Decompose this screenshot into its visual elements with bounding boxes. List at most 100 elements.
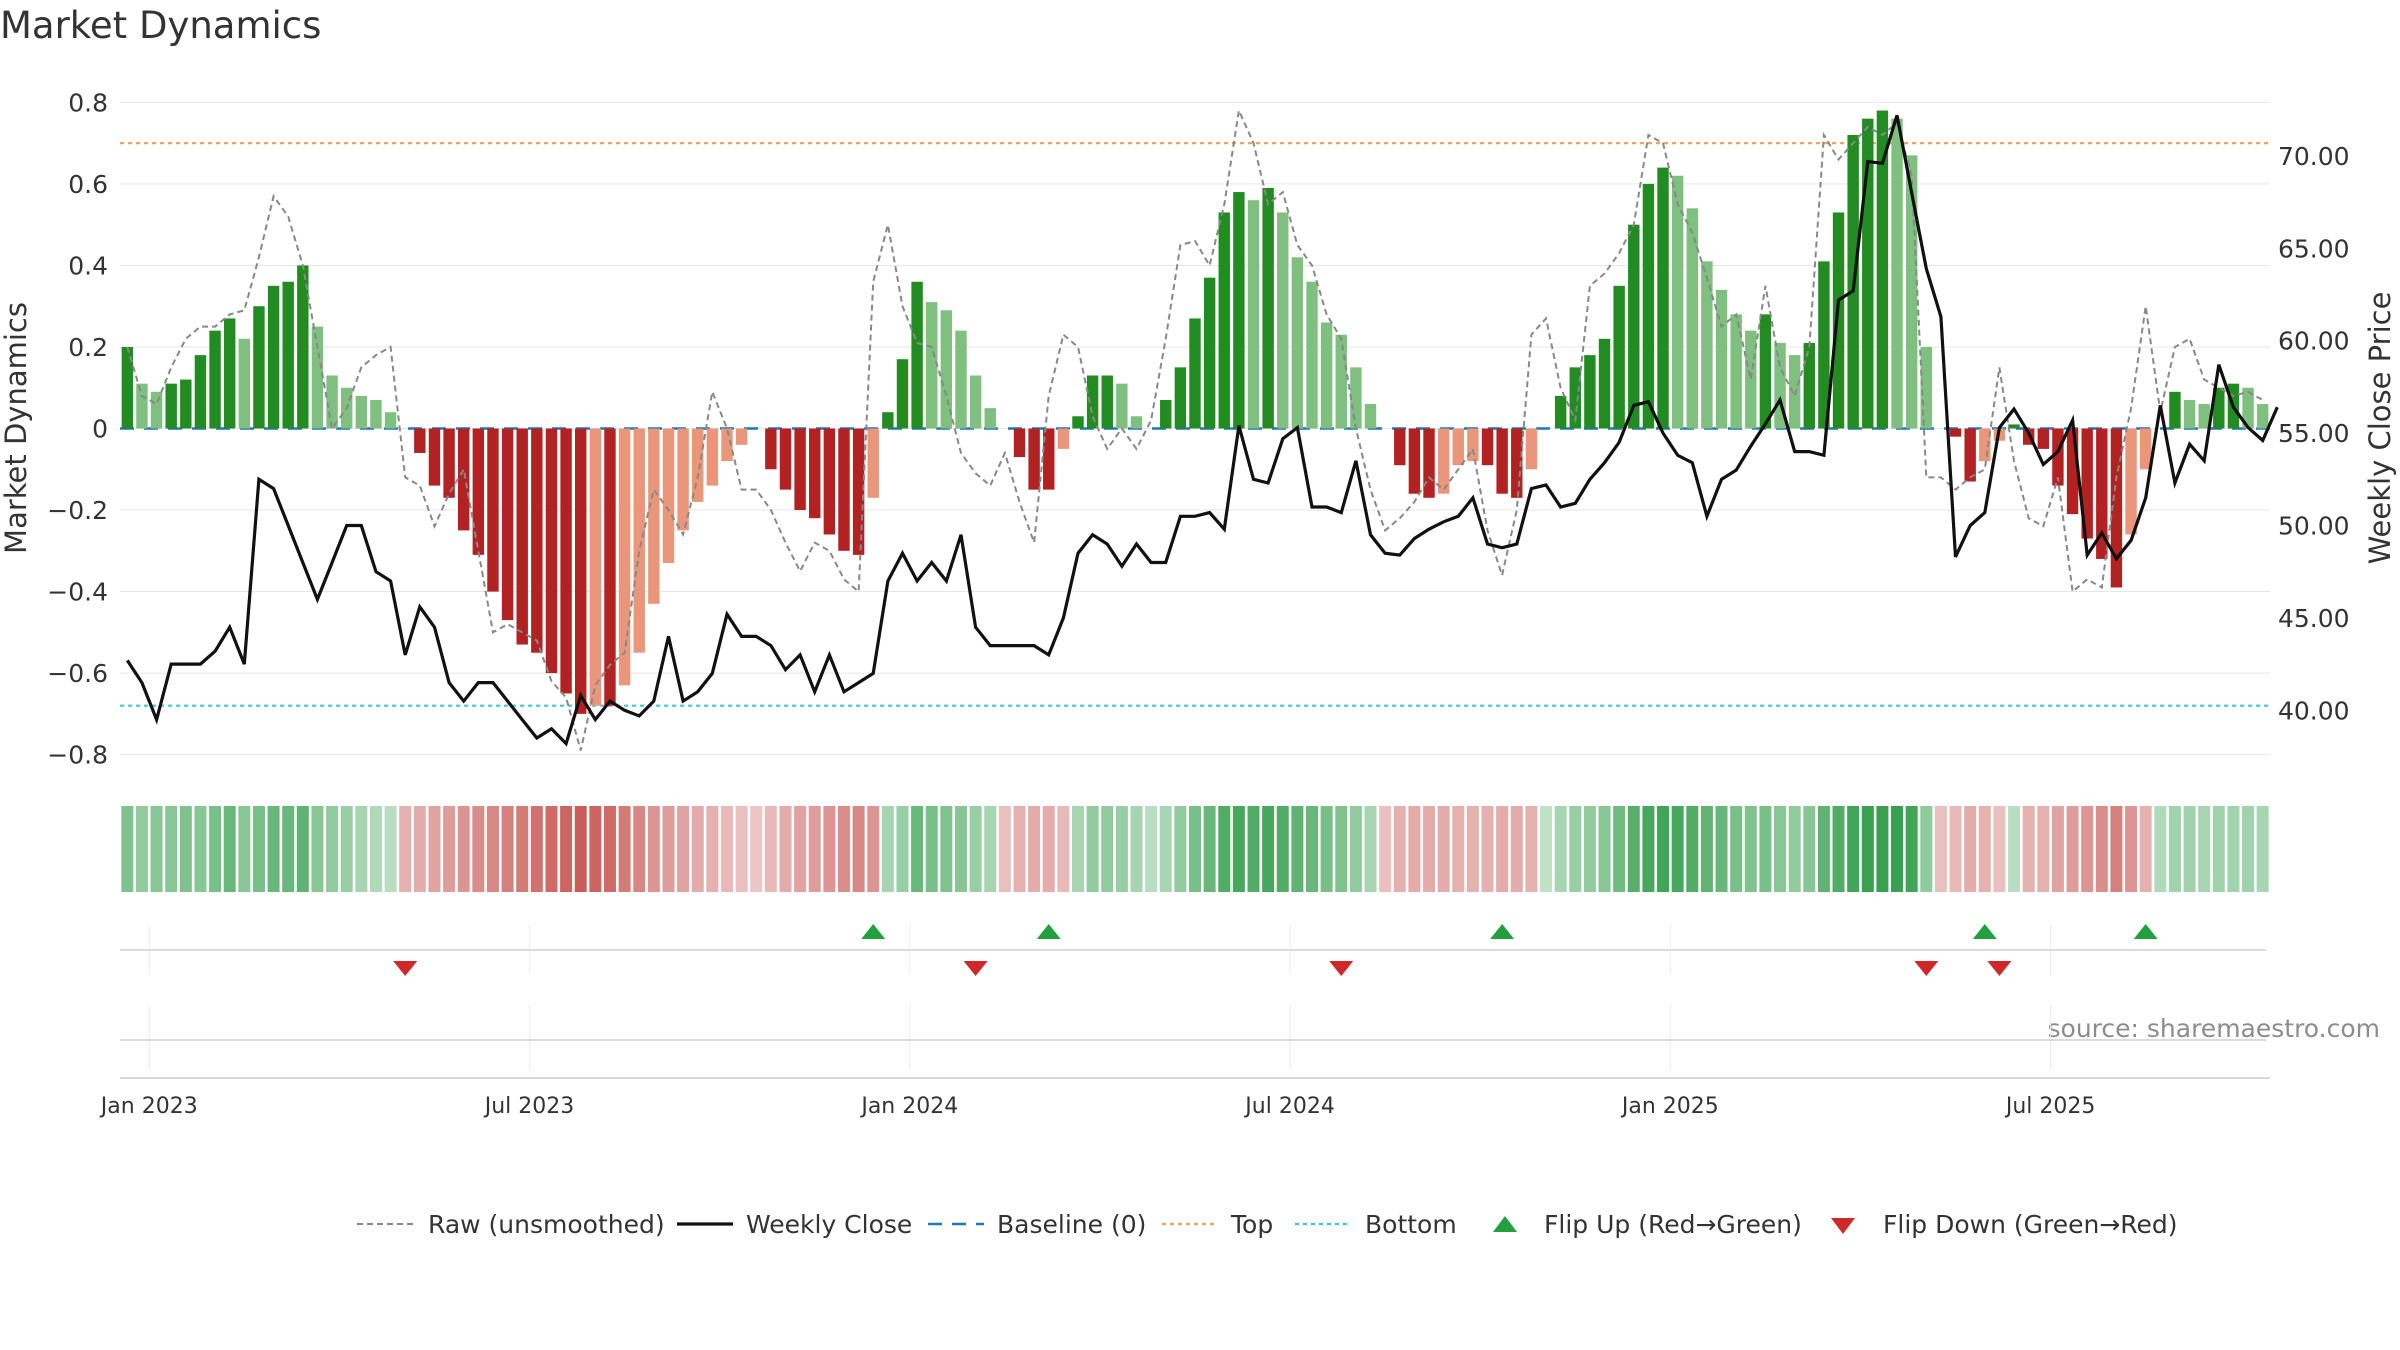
regime-cell: [1627, 806, 1640, 892]
momentum-bar: [955, 330, 967, 429]
regime-cell: [911, 806, 924, 892]
x-tick-label: Jan 2024: [859, 1094, 958, 1119]
regime-cell: [1510, 806, 1523, 892]
regime-cell: [1832, 806, 1845, 892]
momentum-bar: [1233, 192, 1245, 429]
momentum-bar: [969, 375, 982, 429]
regime-cell: [2037, 806, 2050, 892]
regime-cell: [1613, 806, 1626, 892]
momentum-bar: [1671, 175, 1684, 429]
momentum-bar: [194, 355, 207, 429]
regime-cell: [399, 806, 412, 892]
regime-cell: [1891, 806, 1904, 892]
y-tick-label-right: 50.00: [2278, 512, 2350, 541]
regime-cell: [1671, 806, 1684, 892]
legend-label: Bottom: [1365, 1210, 1457, 1239]
regime-cell: [1700, 806, 1713, 892]
y-tick-label-left: −0.2: [47, 496, 108, 525]
regime-cell: [340, 806, 353, 892]
regime-cell: [867, 806, 880, 892]
momentum-bar: [472, 428, 485, 555]
regime-cell: [1466, 806, 1479, 892]
momentum-bar: [1979, 428, 1991, 462]
regime-cell: [1306, 806, 1319, 892]
regime-cell: [1657, 806, 1670, 892]
momentum-bar: [1481, 428, 1494, 466]
regime-cell: [413, 806, 426, 892]
y-tick-label-right: 55.00: [2278, 419, 2350, 448]
regime-cell: [1934, 806, 1947, 892]
raw-line: [126, 107, 2264, 751]
flip-down-marker: [393, 961, 418, 976]
momentum-bar: [1452, 428, 1464, 466]
regime-cell: [1057, 806, 1070, 892]
regime-cell: [1964, 806, 1977, 892]
legend: Raw (unsmoothed) Weekly Close Baseline (0)…: [357, 1210, 2178, 1239]
momentum-bar: [384, 412, 397, 429]
momentum-bar: [867, 428, 879, 498]
momentum-bar: [1730, 314, 1742, 429]
regime-cell: [1847, 806, 1860, 892]
regime-cell: [179, 806, 192, 892]
regime-cell: [1452, 806, 1465, 892]
regime-cell: [121, 806, 134, 892]
momentum-bar: [1642, 183, 1655, 429]
momentum-bar: [297, 265, 309, 429]
legend-label: Raw (unsmoothed): [428, 1210, 665, 1239]
regime-cell: [545, 806, 558, 892]
y-tick-label-left: 0.4: [68, 251, 108, 280]
regime-cell: [223, 806, 236, 892]
momentum-bar: [1013, 428, 1026, 458]
regime-cell: [252, 806, 265, 892]
regime-cell: [2212, 806, 2225, 892]
regime-cell: [779, 806, 792, 892]
reference-levels: [120, 142, 2270, 707]
regime-cell: [735, 806, 748, 892]
momentum-bar: [1437, 428, 1450, 494]
momentum-bar: [1496, 428, 1508, 494]
regime-cell: [486, 806, 499, 892]
momentum-bar: [1569, 367, 1581, 429]
regime-cell: [662, 806, 675, 892]
momentum-bar: [2139, 428, 2152, 470]
momentum-bar: [1423, 428, 1435, 498]
regime-cell: [896, 806, 909, 892]
momentum-bar: [1613, 285, 1625, 429]
momentum-bar: [1291, 257, 1304, 429]
x-tick-label: Jul 2023: [483, 1094, 575, 1119]
regime-cell: [1481, 806, 1494, 892]
momentum-bar: [2008, 424, 2020, 429]
regime-cell: [1642, 806, 1655, 892]
momentum-bar: [165, 383, 177, 429]
momentum-bar: [1554, 395, 1567, 429]
regime-cell: [472, 806, 485, 892]
momentum-bar: [1408, 428, 1421, 494]
momentum-bar: [1189, 318, 1201, 429]
regime-cell: [954, 806, 967, 892]
momentum-bar: [1511, 428, 1523, 498]
regime-cell: [925, 806, 938, 892]
regime-cell: [1101, 806, 1114, 892]
momentum-bar: [882, 412, 894, 429]
flip-down-marker: [1987, 961, 2012, 976]
regime-cell: [1861, 806, 1874, 892]
regime-cell: [1408, 806, 1421, 892]
regime-cell: [1949, 806, 1962, 892]
regime-cell: [209, 806, 222, 892]
regime-cell: [1262, 806, 1275, 892]
regime-cell: [1730, 806, 1743, 892]
regime-cell: [1423, 806, 1436, 892]
legend-label: Flip Up (Red→Green): [1544, 1210, 1802, 1239]
momentum-bar: [2183, 399, 2196, 429]
momentum-bar: [1803, 342, 1815, 429]
regime-cell: [1276, 806, 1289, 892]
momentum-bar: [531, 428, 543, 653]
regime-cell: [2154, 806, 2167, 892]
momentum-bar: [2169, 391, 2181, 429]
regime-cell: [2022, 806, 2035, 892]
momentum-bar: [1774, 342, 1786, 429]
regime-cell: [1232, 806, 1245, 892]
regime-cell: [1174, 806, 1187, 892]
momentum-bar: [1686, 208, 1698, 429]
momentum-bar: [735, 428, 748, 445]
